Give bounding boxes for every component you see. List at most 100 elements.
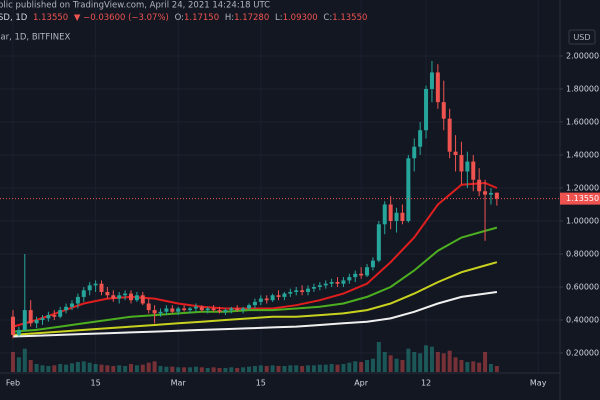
candle-body — [359, 273, 364, 276]
volume-bar — [429, 346, 434, 372]
moving-average — [12, 226, 498, 333]
last-price-label: 1.13550 — [566, 194, 599, 203]
x-tick-label: 15 — [256, 379, 266, 388]
ohlc-key: C: — [323, 13, 332, 23]
y-tick-label: 1.60000 — [566, 117, 599, 126]
symbol: SD, 1D — [0, 13, 28, 23]
volume-bar — [453, 357, 458, 372]
candle-body — [317, 285, 322, 288]
candle-body — [335, 282, 340, 284]
volume-bar — [140, 364, 145, 372]
ohlc-key: L: — [275, 13, 283, 23]
volume-bar — [205, 368, 210, 372]
volume-bar — [288, 365, 293, 372]
y-tick-label: 1.00000 — [566, 216, 599, 225]
volume-bar — [264, 366, 269, 372]
candle-body — [34, 320, 39, 324]
candle-body — [300, 290, 305, 292]
candle-body — [81, 290, 86, 297]
candle-body — [270, 295, 275, 301]
candle-body — [123, 293, 128, 296]
volume-bar — [483, 352, 488, 372]
candle-body — [376, 224, 381, 261]
candle-body — [28, 310, 33, 324]
candle-body — [211, 308, 216, 311]
candle-body — [75, 296, 80, 304]
volume-bar — [471, 361, 476, 372]
candle-body — [64, 306, 69, 311]
candle-body — [370, 260, 375, 268]
candle-body — [429, 72, 434, 89]
volume-bar — [22, 348, 27, 372]
volume-bar — [211, 367, 216, 372]
volume-bar — [28, 360, 33, 372]
candle-body — [294, 290, 299, 292]
y-tick-label: 0.60000 — [566, 283, 599, 292]
y-tick-label: 1.80000 — [566, 84, 599, 93]
volume-bar — [317, 364, 322, 372]
candle-body — [146, 303, 151, 311]
candle-body — [447, 118, 452, 152]
candle-body — [188, 308, 193, 311]
volume-bar — [111, 366, 116, 372]
candle-body — [93, 283, 98, 286]
volume-bar — [99, 364, 104, 372]
candle-body — [170, 308, 175, 312]
candle-body — [471, 161, 476, 180]
header-source: blic published on TradingView.com, April… — [0, 1, 270, 11]
volume-bar — [123, 366, 128, 372]
volume-bar — [188, 367, 193, 372]
volume-bar — [40, 365, 45, 372]
volume-bar — [258, 365, 263, 372]
currency-box[interactable] — [568, 29, 596, 45]
volume-bar — [46, 366, 51, 372]
candle-body — [10, 316, 15, 335]
candle-body — [400, 212, 405, 221]
volume-bar — [193, 366, 198, 372]
volume-bar — [382, 352, 387, 372]
candle-body — [46, 315, 51, 319]
candle-body — [412, 146, 417, 159]
candle-body — [435, 72, 440, 103]
volume-bar — [81, 361, 86, 372]
candle-body — [311, 287, 316, 289]
volume-bar — [347, 362, 352, 372]
candle-body — [58, 310, 63, 317]
volume-bar — [477, 362, 482, 372]
volume-bar — [376, 342, 381, 372]
ohlc-value: 1.09300 — [283, 13, 318, 23]
ohlc-value: 1.17150 — [184, 13, 219, 23]
x-tick-label: May — [530, 379, 547, 388]
volume-bar — [329, 364, 334, 372]
volume-bar — [229, 367, 234, 372]
volume-bar — [394, 358, 399, 372]
candle-body — [323, 283, 328, 286]
volume-layer — [10, 342, 499, 372]
volume-bar — [435, 352, 440, 372]
candle-body — [382, 204, 387, 225]
candle-body — [164, 308, 169, 312]
candle-body — [306, 288, 311, 292]
candle-body — [494, 192, 499, 199]
candle-body — [111, 295, 116, 299]
volume-bar — [294, 365, 299, 372]
volume-bar — [64, 364, 69, 372]
candle-body — [140, 295, 145, 304]
volume-bar — [335, 364, 340, 372]
volume-bar — [58, 364, 63, 372]
x-tick-label: 12 — [421, 379, 431, 388]
volume-bar — [223, 368, 228, 372]
volume-bar — [241, 367, 246, 372]
moving-average — [12, 261, 498, 336]
candle-body — [193, 306, 198, 309]
volume-bar — [465, 362, 470, 372]
header-quote: SD, 1D 1.13550 ▼ −0.03600 (−3.07%) O:1.1… — [0, 13, 367, 23]
volume-bar — [235, 368, 240, 372]
volume-bar — [270, 365, 275, 372]
volume-bar — [176, 367, 181, 372]
currency[interactable]: USD — [573, 33, 590, 42]
volume-bar — [34, 364, 39, 372]
candle-body — [158, 311, 163, 314]
candle-body — [217, 310, 222, 312]
candle-body — [282, 293, 287, 297]
